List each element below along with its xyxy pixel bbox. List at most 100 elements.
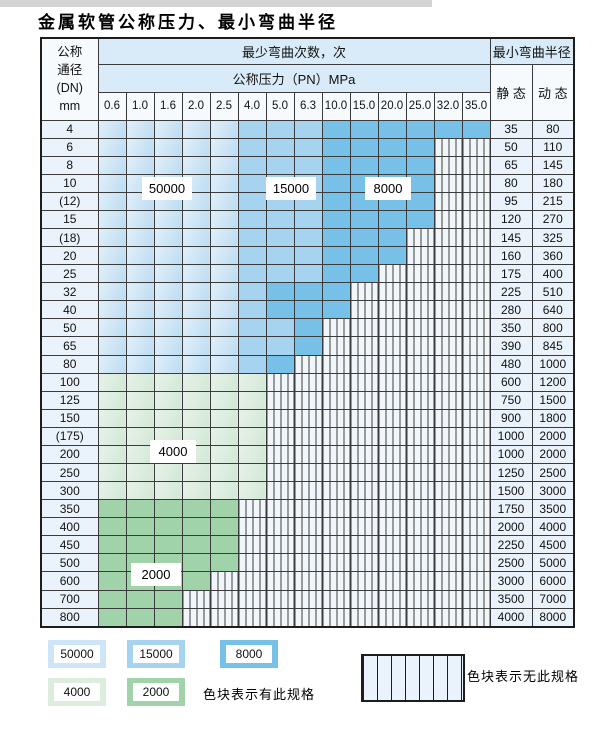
spec-cell bbox=[405, 173, 435, 193]
legend-has-spec-text: 色块表示有此规格 bbox=[203, 687, 316, 702]
table-row: 800 4000 8000 bbox=[40, 607, 575, 628]
spec-cell bbox=[125, 535, 155, 555]
no-spec-cell bbox=[321, 462, 351, 483]
spec-cell bbox=[97, 426, 127, 446]
spec-cell bbox=[265, 336, 295, 356]
spec-cell bbox=[321, 191, 351, 211]
spec-cell bbox=[153, 318, 183, 338]
pressure-col-header: 1.0 bbox=[125, 91, 155, 121]
dn-cell: 150 bbox=[40, 408, 99, 428]
no-spec-cell bbox=[377, 318, 407, 338]
no-spec-cell bbox=[377, 499, 407, 519]
table-row: 25 175 400 bbox=[40, 264, 575, 284]
no-spec-cell bbox=[321, 390, 351, 410]
static-radius-cell: 145 bbox=[489, 227, 533, 248]
no-spec-cell bbox=[461, 408, 491, 428]
spec-cell bbox=[181, 354, 211, 374]
no-spec-cell bbox=[377, 426, 407, 446]
spec-cell bbox=[209, 499, 239, 519]
spec-cell bbox=[405, 119, 435, 139]
spec-cell bbox=[97, 209, 127, 229]
spec-cell bbox=[321, 209, 351, 229]
legend-swatch-15000: 15000 bbox=[127, 640, 185, 668]
cycle-count-label: 8000 bbox=[366, 178, 410, 199]
no-spec-cell bbox=[265, 571, 295, 591]
no-spec-cell bbox=[349, 444, 379, 464]
no-spec-cell bbox=[405, 372, 435, 392]
spec-cell bbox=[209, 318, 239, 338]
dn-cell: 200 bbox=[40, 444, 99, 464]
spec-cell bbox=[237, 462, 267, 483]
dn-column-header: 公称 通径 (DN) mm bbox=[40, 37, 99, 121]
table-row: 350 1750 3500 bbox=[40, 499, 575, 519]
dynamic-radius-cell: 1500 bbox=[531, 390, 575, 410]
table-row: 100 600 1200 bbox=[40, 372, 575, 392]
no-spec-cell bbox=[461, 390, 491, 410]
spec-cell bbox=[181, 336, 211, 356]
no-spec-cell bbox=[433, 173, 463, 193]
no-spec-cell bbox=[293, 372, 323, 392]
dn-cell: 350 bbox=[40, 499, 99, 519]
static-radius-cell: 50 bbox=[489, 137, 533, 157]
spec-cell bbox=[153, 408, 183, 428]
no-spec-cell bbox=[433, 155, 463, 175]
spec-cell bbox=[321, 119, 351, 139]
no-spec-cell bbox=[321, 553, 351, 573]
spec-cell bbox=[405, 155, 435, 175]
spec-cell bbox=[377, 227, 407, 248]
spec-cell bbox=[97, 499, 127, 519]
dynamic-radius-cell: 325 bbox=[531, 227, 575, 248]
spec-cell bbox=[181, 227, 211, 248]
cycle-count-label: 50000 bbox=[143, 178, 191, 199]
spec-cell bbox=[125, 300, 155, 320]
static-radius-cell: 35 bbox=[489, 119, 533, 139]
spec-cell bbox=[125, 589, 155, 609]
spec-cell bbox=[153, 137, 183, 157]
spec-cell bbox=[125, 481, 155, 501]
no-spec-cell bbox=[293, 517, 323, 537]
spec-cell bbox=[237, 336, 267, 356]
spec-cell bbox=[209, 535, 239, 555]
spec-cell bbox=[97, 318, 127, 338]
static-radius-cell: 160 bbox=[489, 246, 533, 266]
no-spec-cell bbox=[265, 408, 295, 428]
spec-cell bbox=[97, 390, 127, 410]
table-row: 80 480 1000 bbox=[40, 354, 575, 374]
dynamic-radius-cell: 80 bbox=[531, 119, 575, 139]
static-radius-cell: 350 bbox=[489, 318, 533, 338]
no-spec-cell bbox=[321, 336, 351, 356]
pressure-col-header: 25.0 bbox=[405, 91, 435, 121]
spec-cell bbox=[125, 462, 155, 483]
no-spec-cell bbox=[293, 408, 323, 428]
spec-cell bbox=[321, 227, 351, 248]
no-spec-cell bbox=[433, 481, 463, 501]
no-spec-cell bbox=[377, 444, 407, 464]
spec-cell bbox=[237, 408, 267, 428]
dynamic-radius-cell: 2000 bbox=[531, 426, 575, 446]
no-spec-cell bbox=[265, 426, 295, 446]
spec-cell bbox=[181, 390, 211, 410]
no-spec-cell bbox=[265, 607, 295, 628]
dn-cell: 125 bbox=[40, 390, 99, 410]
spec-cell bbox=[153, 517, 183, 537]
spec-cell bbox=[209, 481, 239, 501]
table-row: 300 1500 3000 bbox=[40, 481, 575, 501]
spec-cell bbox=[97, 119, 127, 139]
dynamic-radius-cell: 2000 bbox=[531, 444, 575, 464]
no-spec-cell bbox=[405, 535, 435, 555]
no-spec-cell bbox=[461, 481, 491, 501]
spec-cell bbox=[97, 408, 127, 428]
dn-cell: 8 bbox=[40, 155, 99, 175]
no-spec-cell bbox=[349, 336, 379, 356]
dynamic-radius-cell: 5000 bbox=[531, 553, 575, 573]
spec-cell bbox=[265, 209, 295, 229]
table-row: 150 900 1800 bbox=[40, 408, 575, 428]
dn-cell: 400 bbox=[40, 517, 99, 537]
spec-cell bbox=[461, 119, 491, 139]
no-spec-cell bbox=[433, 390, 463, 410]
spec-cell bbox=[237, 481, 267, 501]
no-spec-cell bbox=[349, 462, 379, 483]
spec-cell bbox=[209, 209, 239, 229]
spec-cell bbox=[97, 336, 127, 356]
spec-cell bbox=[349, 119, 379, 139]
